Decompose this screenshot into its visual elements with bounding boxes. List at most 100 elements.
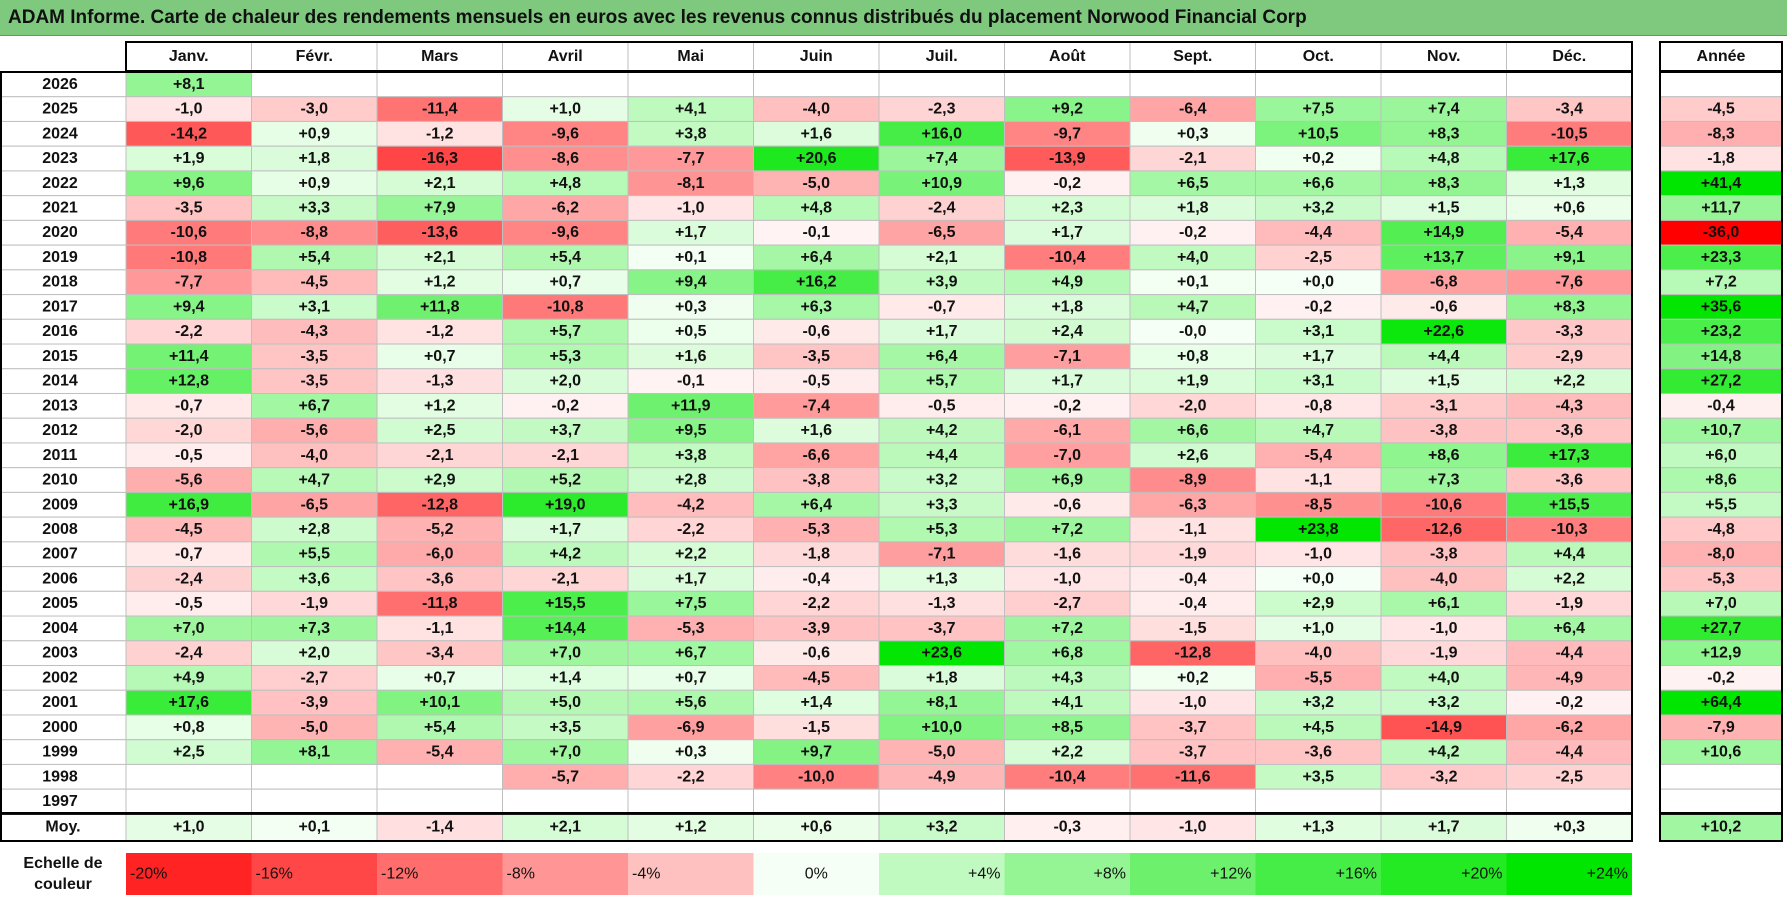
heatmap-cell-value: +8,3 xyxy=(1553,298,1585,315)
heatmap-cell xyxy=(1255,368,1382,394)
heatmap-cell-value: -0,6 xyxy=(1430,298,1458,315)
heatmap-cell xyxy=(1129,590,1256,617)
heatmap-cell-value: +4,2 xyxy=(1428,744,1460,761)
heatmap-cell-value: -14,9 xyxy=(1426,719,1463,736)
heatmap-cell-value: -1,2 xyxy=(426,125,454,142)
month-header-label: Sept. xyxy=(1173,48,1212,65)
heatmap-cell-value: +17,6 xyxy=(169,694,210,711)
heatmap-cell-value: -1,0 xyxy=(1179,694,1207,711)
heatmap-cell-value: +1,4 xyxy=(549,669,581,686)
heatmap-cell xyxy=(1004,714,1131,741)
annual-cell xyxy=(1659,714,1783,741)
heatmap-cell-value: -4,4 xyxy=(1304,224,1332,241)
heatmap-cell xyxy=(753,590,880,617)
heatmap-cell-value: -3,7 xyxy=(1179,719,1207,736)
heatmap-cell-value: +6,6 xyxy=(1177,422,1209,439)
heatmap-cell-value: -3,0 xyxy=(300,101,328,118)
heatmap-cell-value: -4,2 xyxy=(677,496,705,513)
heatmap-cell xyxy=(502,590,629,617)
heatmap-cell xyxy=(376,219,503,246)
heatmap-cell xyxy=(1129,689,1256,716)
heatmap-cell-value: -2,2 xyxy=(677,521,705,538)
heatmap-cell-value: +3,2 xyxy=(1428,694,1460,711)
heatmap-cell-value: -1,9 xyxy=(300,595,328,612)
heatmap-cell-value: -10,6 xyxy=(171,224,208,241)
average-cell xyxy=(251,812,378,842)
heatmap-cell-value: -2,2 xyxy=(175,323,203,340)
heatmap-cell xyxy=(376,739,503,765)
heatmap-cell xyxy=(125,417,252,444)
heatmap-cell xyxy=(753,442,880,469)
heatmap-cell xyxy=(753,71,880,98)
heatmap-cell xyxy=(1506,689,1633,716)
heatmap-cell xyxy=(1506,739,1633,765)
heatmap-cell xyxy=(1129,714,1256,741)
heatmap-cell-value: +2,9 xyxy=(1302,595,1334,612)
heatmap-cell xyxy=(1506,368,1633,394)
heatmap-cell-value: -10,8 xyxy=(547,298,584,315)
heatmap-cell-value: -1,8 xyxy=(802,546,830,563)
heatmap-cell-value: -3,9 xyxy=(802,620,830,637)
heatmap-cell-value: +0,3 xyxy=(675,298,707,315)
annual-cell-value: -1,8 xyxy=(1707,150,1735,167)
heatmap-cell xyxy=(627,120,754,147)
month-header-label: Août xyxy=(1049,48,1086,65)
title-bar: ADAM Informe. Carte de chaleur des rende… xyxy=(0,0,1787,36)
heatmap-cell-value: -0,8 xyxy=(1304,397,1332,414)
heatmap-cell xyxy=(1129,615,1256,642)
heatmap-cell xyxy=(376,170,503,197)
heatmap-cell xyxy=(1004,665,1131,691)
heatmap-cell-value: -0,7 xyxy=(175,546,203,563)
average-cell-value: +1,0 xyxy=(173,819,205,836)
heatmap-cell-value: +5,6 xyxy=(675,694,707,711)
heatmap-cell xyxy=(1255,689,1382,716)
heatmap-cell xyxy=(878,665,1005,691)
heatmap-cell xyxy=(376,392,503,419)
heatmap-cell-value: +1,7 xyxy=(1051,373,1083,390)
heatmap-cell-value: -9,7 xyxy=(1053,125,1081,142)
heatmap-cell-value: -9,6 xyxy=(551,224,579,241)
heatmap-cell xyxy=(376,615,503,642)
heatmap-cell xyxy=(502,788,629,815)
heatmap-cell xyxy=(1506,170,1633,197)
heatmap-cell-value: -7,7 xyxy=(175,274,203,291)
heatmap-cell-value: -3,4 xyxy=(426,645,454,662)
heatmap-cell-value: -10,6 xyxy=(1426,496,1463,513)
heatmap-cell xyxy=(627,491,754,518)
heatmap-cell xyxy=(1255,763,1382,790)
year-label: 2006 xyxy=(42,570,78,587)
heatmap-cell-value: +3,6 xyxy=(298,570,330,587)
heatmap-cell xyxy=(753,467,880,493)
heatmap-cell xyxy=(1506,294,1633,320)
heatmap-cell-value: -2,1 xyxy=(1179,150,1207,167)
heatmap-cell-value: -2,5 xyxy=(1555,768,1583,785)
color-scale-label: -4% xyxy=(632,866,660,883)
heatmap-cell-value: -3,5 xyxy=(300,373,328,390)
month-header-label: Mai xyxy=(677,48,704,65)
heatmap-cell-value: +3,1 xyxy=(298,298,330,315)
heatmap-cell xyxy=(1004,689,1131,716)
heatmap-cell-value: -5,7 xyxy=(551,768,579,785)
heatmap-cell xyxy=(753,392,880,419)
heatmap-cell xyxy=(627,541,754,568)
annual-cell xyxy=(1659,763,1783,790)
heatmap-cell xyxy=(753,96,880,122)
heatmap-cell xyxy=(1255,269,1382,296)
heatmap-cell-value: +8,5 xyxy=(1051,719,1083,736)
annual-cell-value: +12,9 xyxy=(1701,645,1742,662)
heatmap-cell-value: +7,2 xyxy=(1051,620,1083,637)
heatmap-cell xyxy=(1004,269,1131,296)
heatmap-cell xyxy=(1506,714,1633,741)
heatmap-cell xyxy=(1129,640,1256,667)
month-header-label: Juil. xyxy=(926,48,958,65)
annual-cell-value: +23,2 xyxy=(1701,323,1742,340)
heatmap-cell xyxy=(1129,491,1256,518)
heatmap-cell-value: -4,3 xyxy=(1555,397,1583,414)
heatmap-cell xyxy=(1380,269,1507,296)
heatmap-cell-value: -1,9 xyxy=(1555,595,1583,612)
average-cell-value: +3,2 xyxy=(926,819,958,836)
heatmap-cell-value: +5,2 xyxy=(549,472,581,489)
heatmap-cell xyxy=(376,145,503,172)
heatmap-cell-value: -4,4 xyxy=(1555,744,1583,761)
annual-cell xyxy=(1659,170,1783,197)
